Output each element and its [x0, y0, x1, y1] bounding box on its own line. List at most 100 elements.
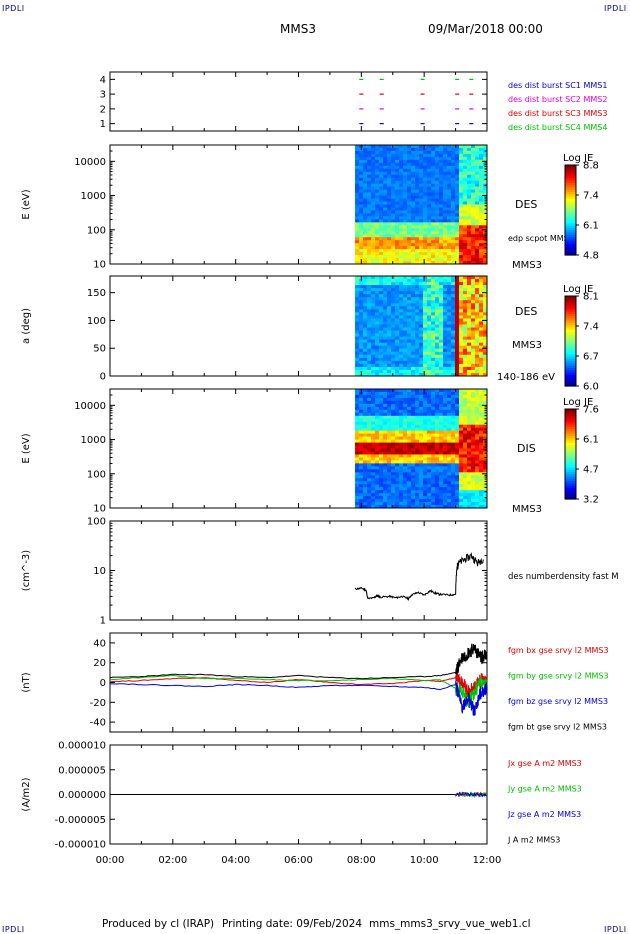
dis-energy-panel-spectrogram-cell — [375, 421, 380, 426]
des-pitch-panel-spectrogram-cell — [391, 330, 396, 334]
des-pitch-panel-spectrogram-cell — [475, 282, 480, 286]
des-pitch-panel-spectrogram-cell — [439, 357, 444, 362]
des-energy-panel-spectrogram-cell — [355, 198, 360, 202]
des-pitch-panel-spectrogram-cell — [403, 339, 408, 344]
dis-energy-panel-colorbar-cell — [565, 409, 576, 412]
dis-energy-panel-spectrogram-cell — [435, 439, 440, 443]
dis-energy-panel-spectrogram-cell — [455, 409, 460, 414]
des-energy-panel-spectrogram-cell — [355, 228, 360, 232]
des-energy-panel-spectrogram-cell — [427, 246, 432, 250]
des-energy-panel-spectrogram — [355, 145, 488, 265]
des-pitch-panel-spectrogram-cell — [451, 318, 456, 322]
dis-energy-panel-spectrogram-cell — [471, 418, 476, 423]
dis-energy-panel-spectrogram-cell — [431, 421, 436, 426]
des-energy-panel-spectrogram-cell — [443, 261, 448, 265]
dis-energy-panel-spectrogram-cell — [363, 463, 368, 467]
des-energy-panel-spectrogram-cell — [415, 258, 420, 262]
des-energy-panel-spectrogram-cell — [459, 189, 464, 193]
dis-energy-panel-spectrogram-cell — [407, 460, 412, 464]
dis-energy-panel-spectrogram-cell — [471, 490, 476, 494]
des-energy-panel-spectrogram-cell — [447, 177, 452, 182]
des-pitch-panel-spectrogram-cell — [403, 312, 408, 316]
dis-energy-panel-spectrogram-cell — [475, 418, 480, 423]
dis-energy-panel-spectrogram-cell — [455, 451, 460, 455]
dis-energy-panel-spectrogram-cell — [371, 436, 376, 440]
des-energy-panel-spectrogram-cell — [451, 159, 456, 164]
des-energy-panel-spectrogram-cell — [403, 213, 408, 217]
dis-energy-panel-spectrogram-cell — [463, 445, 468, 449]
des-pitch-panel-spectrogram-cell — [479, 288, 484, 292]
des-energy-panel-colorbar-cell — [565, 239, 576, 243]
des-pitch-panel-spectrogram-cell — [483, 327, 488, 331]
dis-energy-panel-spectrogram-cell — [379, 409, 384, 414]
des-energy-panel-spectrogram-cell — [443, 258, 448, 262]
des-energy-panel-spectrogram-cell — [427, 207, 432, 211]
des-energy-panel-spectrogram-cell — [443, 234, 448, 238]
dis-energy-panel-spectrogram-cell — [391, 439, 396, 443]
des-energy-panel-colorbar-tick-label: 8.8 — [583, 161, 599, 172]
des-energy-panel-spectrogram-cell — [415, 261, 420, 265]
dis-energy-panel-spectrogram-cell — [455, 427, 460, 432]
dis-energy-panel-spectrogram-cell — [391, 427, 396, 432]
des-pitch-panel-spectrogram-cell — [407, 348, 412, 353]
des-pitch-panel-spectrogram-cell — [375, 276, 380, 280]
des-pitch-panel-spectrogram-cell — [451, 366, 456, 371]
des-energy-panel-spectrogram-cell — [467, 249, 472, 253]
des-pitch-panel-colorbar-cell — [565, 379, 576, 383]
dis-energy-panel-spectrogram-cell — [459, 460, 464, 464]
dis-energy-panel-spectrogram-cell — [383, 436, 388, 440]
des-pitch-panel-spectrogram-cell — [455, 294, 460, 298]
dis-energy-panel-spectrogram-cell — [399, 487, 404, 491]
dis-energy-panel-spectrogram-cell — [403, 502, 408, 506]
des-energy-panel-spectrogram-cell — [479, 237, 484, 241]
dis-energy-panel-spectrogram-cell — [459, 421, 464, 426]
des-pitch-panel-spectrogram-cell — [471, 294, 476, 298]
dis-energy-panel-spectrogram-cell — [471, 436, 476, 440]
des-pitch-panel-spectrogram-cell — [407, 366, 412, 371]
dis-energy-panel-spectrogram-cell — [387, 418, 392, 423]
des-pitch-panel-spectrogram-cell — [435, 342, 440, 347]
des-pitch-panel-spectrogram-cell — [447, 354, 452, 359]
des-pitch-panel-spectrogram-cell — [395, 324, 400, 328]
des-energy-panel-spectrogram-cell — [403, 159, 408, 164]
des-pitch-panel-spectrogram-cell — [367, 324, 372, 328]
des-energy-panel-spectrogram-cell — [427, 231, 432, 235]
dis-energy-panel-spectrogram-cell — [403, 505, 408, 509]
des-energy-panel-spectrogram-cell — [359, 150, 364, 155]
des-energy-panel-colorbar-cell — [565, 241, 576, 245]
des-pitch-panel-spectrogram-cell — [383, 309, 388, 313]
des-energy-panel-spectrogram-cell — [443, 240, 448, 244]
des-energy-panel-spectrogram-cell — [367, 162, 372, 167]
dis-energy-panel-spectrogram-cell — [455, 481, 460, 485]
des-energy-panel-spectrogram-cell — [391, 189, 396, 193]
des-energy-panel-spectrogram-cell — [415, 177, 420, 182]
dis-energy-panel-spectrogram-cell — [483, 433, 488, 437]
dis-energy-panel-spectrogram-cell — [411, 433, 416, 437]
des-pitch-panel-spectrogram-cell — [455, 333, 460, 338]
des-energy-panel-spectrogram-cell — [427, 222, 432, 226]
des-energy-panel-spectrogram-cell — [427, 186, 432, 191]
des-energy-panel-spectrogram-cell — [471, 147, 476, 152]
des-pitch-panel-spectrogram-cell — [435, 306, 440, 310]
dis-energy-panel-colorbar-cell — [565, 463, 576, 466]
dis-energy-panel-spectrogram-cell — [415, 475, 420, 479]
dis-energy-panel-spectrogram-cell — [483, 481, 488, 485]
des-energy-panel-spectrogram-cell — [423, 198, 428, 202]
des-energy-panel-spectrogram-cell — [439, 249, 444, 253]
dis-energy-panel-spectrogram-cell — [379, 454, 384, 458]
dis-energy-panel-spectrogram-cell — [483, 487, 488, 491]
des-pitch-panel-spectrogram-cell — [451, 276, 456, 280]
des-energy-panel-spectrogram-cell — [447, 249, 452, 253]
dis-energy-panel-spectrogram-cell — [451, 457, 456, 461]
dis-energy-panel-spectrogram-cell — [475, 454, 480, 458]
des-energy-panel-spectrogram-cell — [387, 156, 392, 161]
dis-energy-panel-spectrogram-cell — [383, 433, 388, 437]
dis-energy-panel-spectrogram-cell — [371, 487, 376, 491]
dis-energy-panel-spectrogram-cell — [435, 397, 440, 402]
des-energy-panel-spectrogram-cell — [419, 231, 424, 235]
des-pitch-panel-spectrogram-cell — [419, 369, 424, 374]
des-pitch-panel-spectrogram-cell — [419, 276, 424, 280]
des-energy-panel-spectrogram-cell — [403, 252, 408, 256]
des-energy-panel-colorbar-cell — [565, 196, 576, 200]
des-pitch-panel-spectrogram-cell — [447, 345, 452, 350]
